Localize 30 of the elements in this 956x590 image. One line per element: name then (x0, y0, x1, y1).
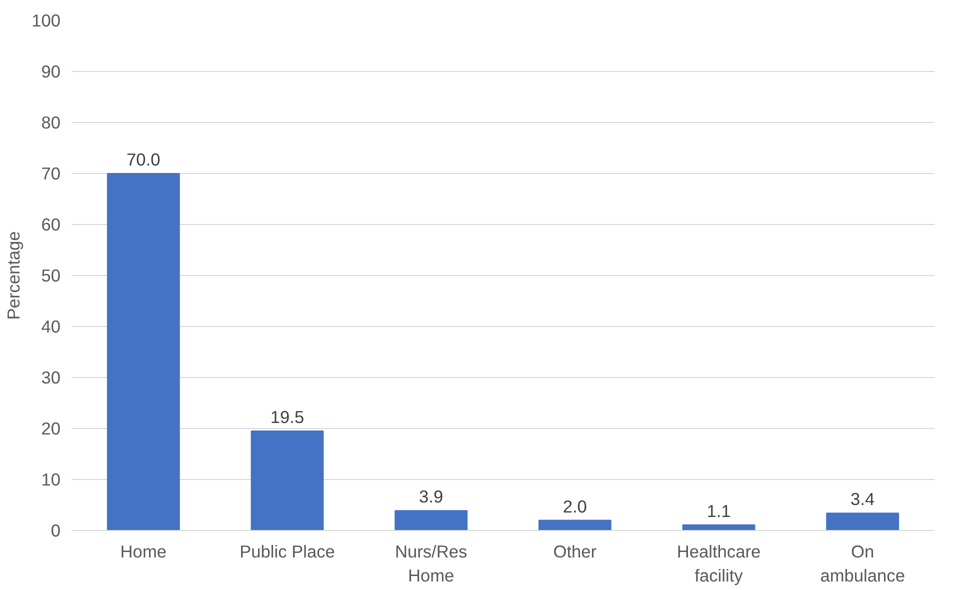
y-tick-label: 30 (41, 368, 61, 388)
y-tick-label: 60 (41, 214, 61, 234)
data-label: 3.4 (850, 489, 875, 510)
bar (250, 430, 324, 530)
data-label: 2.0 (562, 496, 587, 516)
y-tick-label: 0 (50, 520, 61, 540)
data-label: 70.0 (126, 150, 160, 170)
x-tick-label: On ambulance (820, 542, 905, 586)
y-tick-label: 70 (41, 164, 61, 184)
bar (538, 520, 612, 530)
y-tick-label: 40 (41, 316, 61, 336)
x-tick-label: Nurs/Res Home (394, 542, 468, 586)
bar (394, 510, 468, 530)
bar (682, 524, 756, 530)
x-tick-label: Healthcare facility (676, 542, 761, 586)
y-tick-label: 50 (41, 266, 61, 286)
bar (826, 512, 900, 530)
bar (106, 173, 180, 530)
y-axis-title: Percentage (4, 231, 24, 320)
data-label: 19.5 (270, 407, 304, 428)
data-label: 1.1 (706, 500, 731, 521)
y-tick-label: 10 (41, 470, 61, 490)
y-tick-label: 20 (41, 418, 61, 438)
x-tick-label: Other (553, 542, 597, 562)
y-tick-label: 80 (41, 112, 61, 132)
x-tick-label: Home (120, 542, 167, 562)
x-tick-label: Public Place (240, 542, 335, 562)
y-tick-label: 100 (32, 10, 61, 30)
data-label: 3.9 (419, 486, 444, 507)
y-tick-label: 90 (41, 62, 61, 82)
